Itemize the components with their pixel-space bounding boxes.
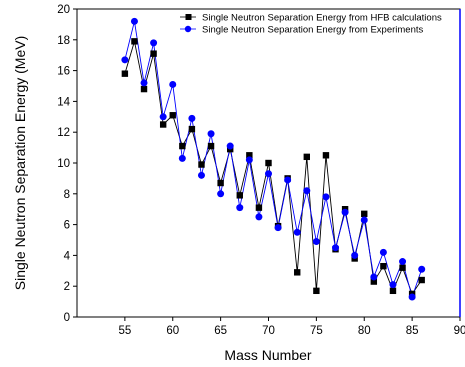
hfb-point (198, 161, 205, 168)
hfb-point (169, 112, 176, 119)
experiment-point (188, 114, 196, 122)
y-tick-label: 16 (57, 66, 70, 78)
hfb-point (389, 287, 397, 295)
experiment-point (293, 228, 301, 236)
hfb-point (399, 264, 406, 271)
hfb-point (159, 121, 167, 128)
legend-experiment-circle-marker (184, 25, 192, 33)
hfb-point (131, 38, 138, 45)
experiment-point (121, 56, 129, 64)
experiment-point (379, 248, 387, 256)
y-tick-label: 6 (64, 220, 70, 232)
experiment-point (226, 142, 234, 150)
x-tick-label: 85 (406, 325, 419, 337)
hfb-point (294, 269, 301, 276)
x-tick-label: 80 (358, 325, 371, 337)
x-tick-label: 55 (118, 325, 131, 337)
experiment-point (217, 190, 225, 198)
y-tick-label: 8 (64, 189, 70, 201)
legend-hfb-square-marker (185, 14, 192, 20)
experiment-point (255, 213, 263, 221)
y-tick-label: 10 (57, 158, 70, 170)
experiment-point (274, 224, 282, 232)
experiment-point (399, 258, 407, 266)
experiment-point (245, 156, 253, 164)
hfb-point (322, 152, 330, 159)
y-tick-label: 20 (57, 4, 70, 16)
y-tick-label: 12 (57, 127, 70, 139)
x-tick-label: 65 (214, 325, 227, 337)
experiment-point (207, 130, 215, 138)
x-axis-title: Mass Number (224, 347, 311, 363)
experiment-point (312, 238, 320, 246)
y-tick-label: 4 (64, 250, 71, 262)
experiment-point (159, 113, 167, 121)
series-line-experiment (124, 21, 423, 299)
experiment-point (332, 244, 340, 252)
experiment-point (351, 251, 359, 259)
legend-experiment-label: Single Neutron Separation Energy from Ex… (202, 25, 424, 36)
series-line-hfb (124, 41, 423, 295)
x-tick-label: 90 (454, 325, 465, 337)
hfb-point (150, 50, 157, 57)
hfb-point (188, 125, 196, 133)
experiment-point (265, 170, 272, 178)
hfb-point (418, 276, 425, 284)
experiment-point (389, 281, 397, 289)
series-layer (121, 17, 426, 301)
ticks-layer: 55 60 65 70 75 80 85 90 0 2 4 6 8 10 12 14 16 18 20 (57, 4, 465, 337)
legend: Single Neutron Separation Energy from HF… (177, 12, 454, 38)
experiment-point (418, 265, 426, 273)
hfb-point (380, 262, 387, 270)
hfb-point (217, 179, 224, 187)
experiment-point (150, 39, 158, 47)
experiment-point (197, 171, 205, 179)
x-tick-label: 70 (262, 325, 275, 337)
hfb-point (179, 142, 186, 150)
experiment-point (360, 216, 368, 224)
experiment-point (322, 193, 330, 201)
y-tick-label: 0 (64, 312, 70, 324)
x-tick-label: 60 (166, 325, 179, 337)
hfb-point (303, 153, 310, 161)
experiment-point (178, 154, 186, 162)
experiment-point (236, 204, 244, 212)
y-tick-label: 14 (57, 96, 70, 108)
experiment-point (341, 208, 349, 216)
hfb-point (140, 85, 148, 93)
experiment-point (370, 273, 378, 281)
hfb-point (370, 278, 378, 285)
experiment-point (284, 176, 292, 184)
y-axis-title: Single Neutron Separation Energy (MeV) (12, 36, 28, 290)
legend-box (177, 12, 454, 38)
x-tick-label: 75 (310, 325, 323, 337)
experiment-point (140, 79, 148, 87)
experiment-point (169, 80, 177, 88)
experiment-point (408, 293, 416, 301)
hfb-point (121, 70, 129, 77)
y-tick-label: 18 (57, 35, 70, 47)
legend-hfb-label: Single Neutron Separation Energy from HF… (202, 13, 442, 24)
hfb-point (265, 159, 272, 167)
hfb-point (361, 210, 368, 218)
hfb-point (246, 152, 253, 159)
hfb-point (255, 204, 263, 211)
y-tick-label: 2 (64, 281, 70, 293)
hfb-point (313, 287, 320, 295)
hfb-point (236, 192, 243, 199)
experiment-point (303, 187, 311, 195)
experiment-point (130, 17, 138, 25)
hfb-point (207, 142, 215, 150)
